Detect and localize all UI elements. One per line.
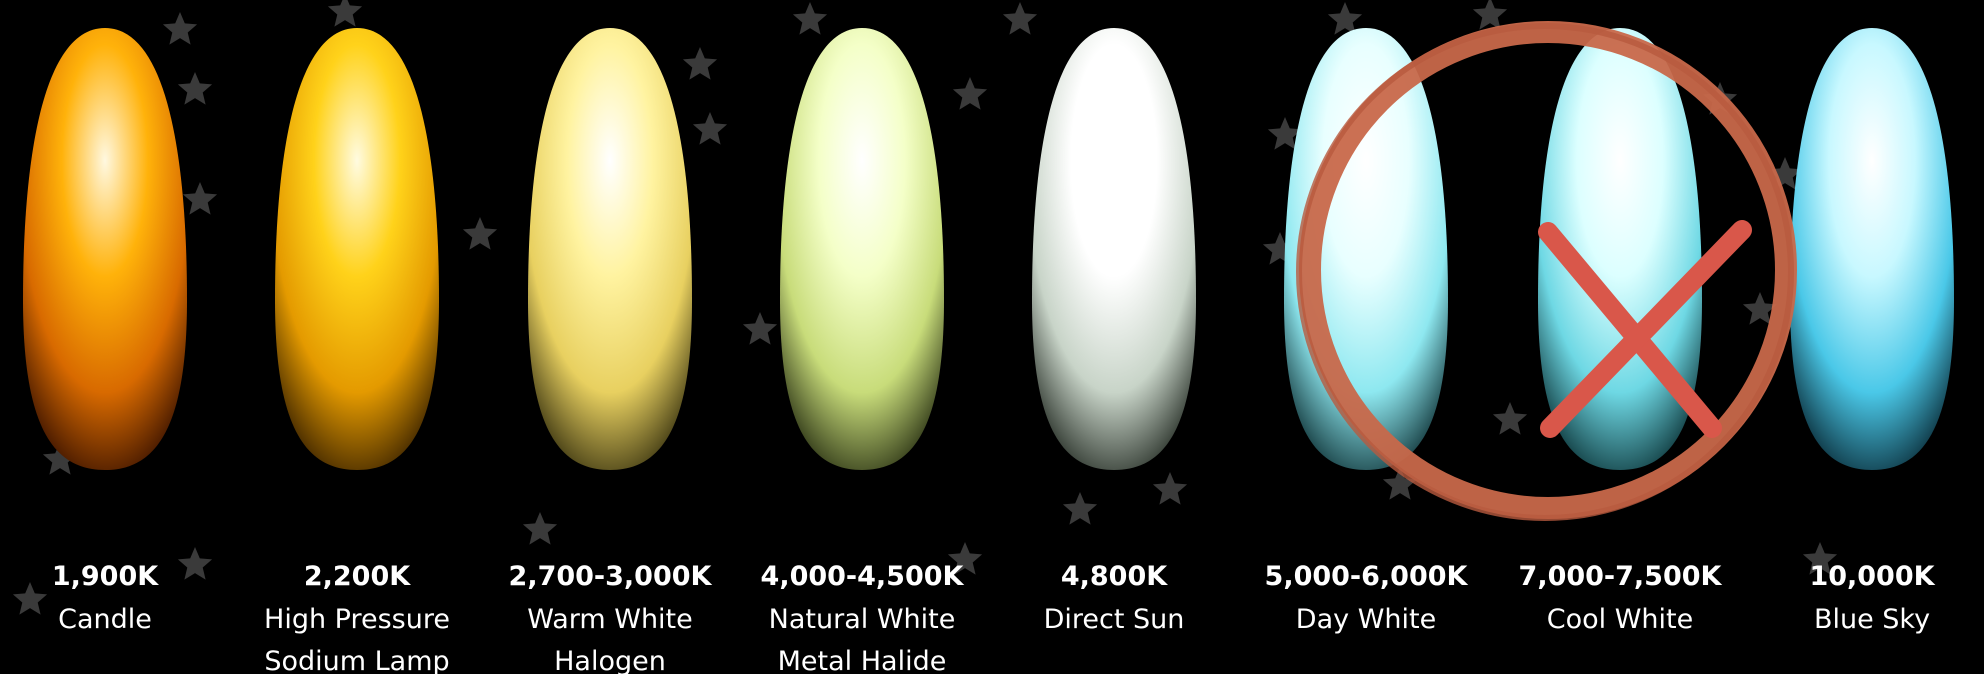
temperature: 4,800K — [1061, 561, 1168, 592]
temperature: 7,000-7,500K — [1519, 561, 1723, 592]
temperature: 2,700-3,000K — [509, 561, 713, 592]
temperature: 1,900K — [52, 561, 159, 592]
light-source-label: Blue Sky — [1814, 604, 1930, 635]
light-source-label: Cool White — [1547, 604, 1693, 635]
light-source-label: Candle — [58, 604, 152, 635]
light-source-label: Natural White — [769, 604, 956, 635]
color-temperature-graphic: 1,900K Candle 2,200K High Pressure Sodium La… — [0, 0, 1984, 674]
temperature: 4,000-4,500K — [761, 561, 965, 592]
temperature: 10,000K — [1809, 561, 1935, 592]
flame — [1790, 28, 1954, 470]
temperature: 5,000-6,000K — [1265, 561, 1469, 592]
light-source-label: Direct Sun — [1044, 604, 1185, 635]
light-source-label: Warm White — [527, 604, 693, 635]
light-source-label: Metal Halide — [778, 646, 947, 674]
flame — [528, 28, 692, 470]
flame — [780, 28, 944, 470]
flame — [275, 28, 439, 470]
light-source-label: Halogen — [554, 646, 666, 674]
light-source-label: Day White — [1296, 604, 1436, 635]
light-source-label: Sodium Lamp — [264, 646, 449, 674]
temperature: 2,200K — [304, 561, 411, 592]
flame — [23, 28, 187, 470]
flame — [1032, 28, 1196, 470]
light-source-label: High Pressure — [264, 604, 450, 635]
